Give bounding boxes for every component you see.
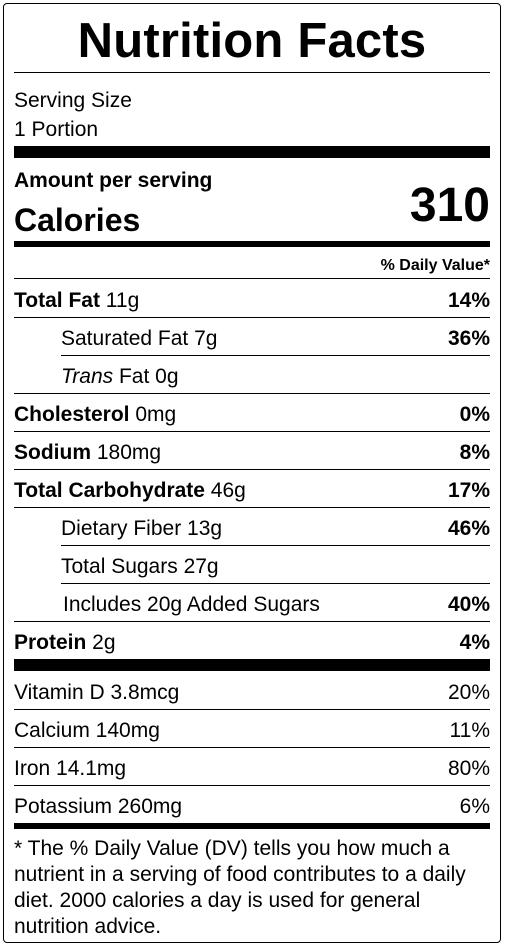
serving-size-value: 1 Portion — [14, 118, 99, 141]
vitamin-row-calcium: Calcium 140mg 11% — [14, 709, 490, 747]
vitamin-label: Potassium 260mg — [14, 795, 183, 818]
amount-per-serving: Amount per serving — [14, 169, 213, 192]
nutrient-label: Protein 2g — [14, 632, 116, 659]
nutrient-row-added-sugars: Includes 20g Added Sugars 40% — [14, 583, 490, 621]
nutrient-amount: 13g — [181, 517, 223, 540]
row-divider — [14, 317, 490, 318]
nutrient-label: Cholesterol 0mg — [14, 404, 176, 431]
nutrient-row-saturated-fat: Saturated Fat 7g 36% — [14, 317, 490, 355]
nutrient-label: Trans Fat 0g — [14, 366, 179, 393]
nutrient-name: Total Fat — [14, 289, 100, 312]
daily-value-header: % Daily Value* — [380, 257, 490, 274]
nutrient-dv: 14% — [447, 289, 490, 312]
nutrient-amount: 0g — [149, 365, 179, 388]
calories-bar — [14, 241, 490, 247]
row-divider — [14, 507, 490, 508]
nutrient-row-sodium: Sodium 180mg 8% — [14, 431, 490, 469]
nutrient-label: Includes 20g Added Sugars — [14, 594, 320, 621]
row-divider — [61, 545, 490, 546]
nutrient-name: Cholesterol — [14, 403, 130, 426]
footnote-bar — [14, 823, 490, 829]
nutrient-name: Sodium — [14, 441, 91, 464]
nutrient-dv: 46% — [447, 517, 490, 540]
nutrient-amount: 180mg — [91, 441, 162, 464]
row-divider — [14, 785, 490, 786]
row-divider — [14, 747, 490, 748]
vitamin-label: Calcium 140mg — [14, 719, 160, 742]
nutrient-dv: 4% — [459, 631, 490, 654]
vitamin-row-vitamin-d: Vitamin D 3.8mcg 20% — [14, 671, 490, 709]
label-title: Nutrition Facts — [77, 14, 427, 68]
nutrient-row-total-fat: Total Fat 11g 14% — [14, 279, 490, 317]
title-rule — [14, 72, 490, 73]
vitamin-dv: 80% — [447, 757, 490, 780]
nutrient-label: Total Fat 11g — [14, 290, 139, 317]
serving-size-label: Serving Size — [14, 89, 132, 112]
nutrient-amount: 11g — [99, 289, 140, 312]
thick-bar-top — [14, 146, 490, 158]
row-divider — [61, 583, 490, 584]
calories-label: Calories — [14, 202, 141, 238]
row-divider — [14, 469, 490, 470]
nutrition-facts-label: Nutrition Facts Serving Size 1 Portion A… — [3, 3, 501, 943]
nutrient-label: Total Carbohydrate 46g — [14, 480, 246, 507]
nutrient-dv: 40% — [447, 593, 490, 616]
nutrient-dv: 0% — [459, 403, 490, 426]
nutrient-name: Dietary Fiber — [61, 517, 182, 540]
nutrient-dv: 36% — [447, 327, 490, 350]
vitamin-row-iron: Iron 14.1mg 80% — [14, 747, 490, 785]
nutrient-name-italic: Trans — [61, 365, 114, 388]
nutrient-name: Saturated Fat — [61, 327, 189, 350]
row-divider — [14, 393, 490, 394]
vitamin-label: Iron 14.1mg — [14, 757, 127, 780]
nutrient-dv: 8% — [459, 441, 490, 464]
nutrient-label: Sodium 180mg — [14, 442, 161, 469]
nutrient-name: Includes 20g Added Sugars — [63, 593, 320, 616]
nutrient-amount: 27g — [177, 555, 219, 578]
nutrient-name: Total Sugars — [61, 555, 178, 578]
thick-bar-vitamins — [14, 659, 490, 671]
nutrient-name: Protein — [14, 631, 87, 654]
nutrient-amount: 0mg — [129, 403, 177, 426]
vitamin-dv: 11% — [449, 719, 490, 742]
nutrient-amount: 7g — [188, 327, 218, 350]
row-divider — [14, 621, 490, 622]
row-divider — [14, 709, 490, 710]
nutrient-amount: 46g — [204, 479, 246, 502]
nutrient-row-cholesterol: Cholesterol 0mg 0% — [14, 393, 490, 431]
nutrient-name: Fat — [113, 365, 150, 388]
header-rule — [14, 278, 490, 279]
calories-value: 310 — [409, 179, 490, 232]
vitamin-row-potassium: Potassium 260mg 6% — [14, 785, 490, 823]
nutrient-row-total-carbohydrate: Total Carbohydrate 46g 17% — [14, 469, 490, 507]
nutrient-amount: 2g — [86, 631, 116, 654]
nutrient-row-protein: Protein 2g 4% — [14, 621, 490, 659]
row-divider — [14, 431, 490, 432]
nutrient-label: Saturated Fat 7g — [14, 328, 217, 355]
nutrient-label: Total Sugars 27g — [14, 556, 219, 583]
row-divider — [61, 355, 490, 356]
nutrient-row-trans-fat: Trans Fat 0g — [14, 355, 490, 393]
nutrient-label: Dietary Fiber 13g — [14, 518, 222, 545]
vitamin-dv: 20% — [447, 681, 490, 704]
vitamin-label: Vitamin D 3.8mcg — [14, 681, 180, 704]
vitamin-dv: 6% — [459, 795, 490, 818]
footnote-text: * The % Daily Value (DV) tells you how m… — [14, 837, 466, 938]
nutrient-dv: 17% — [447, 479, 490, 502]
nutrient-name: Total Carbohydrate — [14, 479, 205, 502]
nutrient-row-total-sugars: Total Sugars 27g — [14, 545, 490, 583]
nutrient-row-dietary-fiber: Dietary Fiber 13g 46% — [14, 507, 490, 545]
